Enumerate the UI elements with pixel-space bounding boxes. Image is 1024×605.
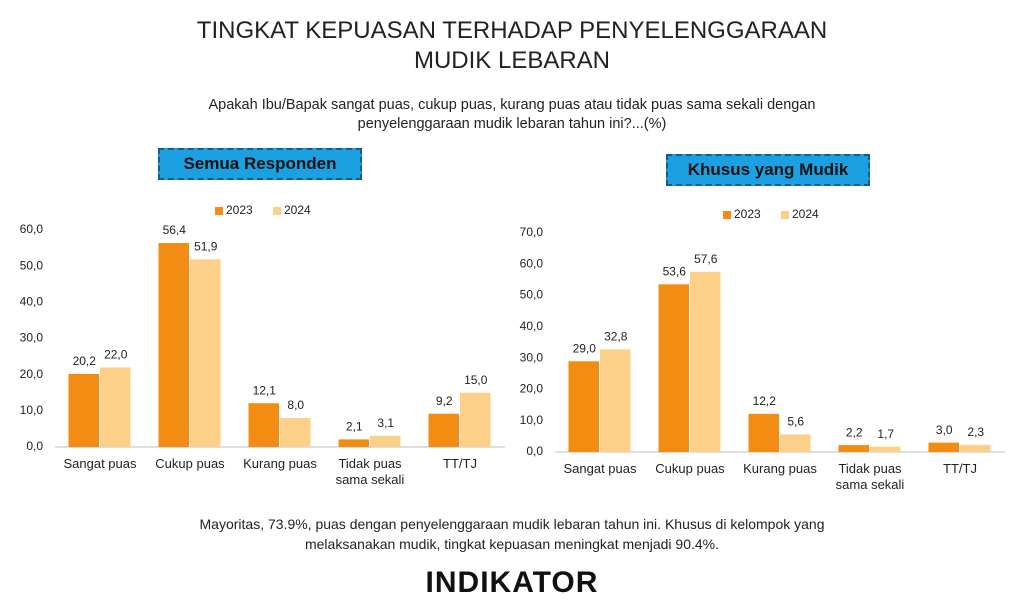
y-tick-label: 10,0 <box>20 403 44 417</box>
legend-label: 2023 <box>226 203 253 217</box>
bar <box>248 403 279 447</box>
value-label: 56,4 <box>163 223 187 237</box>
value-label: 2,2 <box>846 425 863 439</box>
bar <box>190 259 221 447</box>
bar <box>68 373 99 447</box>
value-label: 8,0 <box>287 398 304 412</box>
value-label: 3,0 <box>936 423 953 437</box>
legend-label: 2024 <box>284 203 311 217</box>
x-tick-label: Tidak puas sama sekali <box>335 456 405 487</box>
bar <box>960 444 991 452</box>
bar <box>100 367 131 447</box>
y-tick-label: 40,0 <box>520 319 544 333</box>
bar <box>600 349 631 452</box>
bar <box>158 243 189 447</box>
slide-title: TINGKAT KEPUASAN TERHADAP PENYELENGGARAA… <box>196 17 828 74</box>
value-label: 29,0 <box>573 341 597 355</box>
value-label: 32,8 <box>604 330 628 344</box>
legend-swatch <box>723 211 731 219</box>
value-label: 15,0 <box>464 373 488 387</box>
chart-title: Khusus yang Mudik <box>666 154 870 186</box>
bar <box>338 439 369 447</box>
y-tick-label: 20,0 <box>520 382 544 396</box>
y-tick-label: 10,0 <box>520 413 544 427</box>
y-tick-label: 50,0 <box>520 288 544 302</box>
bar <box>870 446 901 452</box>
y-tick-label: 20,0 <box>20 367 44 381</box>
y-tick-label: 50,0 <box>20 258 44 272</box>
value-label: 22,0 <box>104 348 128 362</box>
bar <box>280 418 311 447</box>
value-label: 57,6 <box>694 252 718 266</box>
x-tick-label: Sangat puas <box>63 456 137 471</box>
legend-swatch <box>273 207 281 215</box>
value-label: 12,1 <box>253 383 277 397</box>
value-label: 3,1 <box>377 416 394 430</box>
chart-title: Semua Responden <box>158 148 362 180</box>
value-label: 2,1 <box>346 420 363 434</box>
y-tick-label: 40,0 <box>20 295 44 309</box>
value-label: 1,7 <box>877 427 894 441</box>
x-tick-label: Cukup puas <box>155 456 225 471</box>
value-label: 12,2 <box>753 394 777 408</box>
value-label: 5,6 <box>787 415 804 429</box>
y-tick-label: 30,0 <box>520 350 544 364</box>
bar <box>568 361 599 452</box>
legend-swatch <box>215 207 223 215</box>
y-tick-label: 60,0 <box>20 222 44 236</box>
question: Apakah Ibu/Bapak sangat puas, cukup puas… <box>208 97 816 132</box>
y-tick-label: 0,0 <box>526 444 543 458</box>
bar <box>780 434 811 452</box>
value-label: 20,2 <box>73 354 97 368</box>
x-tick-label: Sangat puas <box>563 461 637 476</box>
y-tick-label: 0,0 <box>26 439 43 453</box>
legend-label: 2024 <box>792 207 819 221</box>
x-tick-label: Cukup puas <box>655 461 725 476</box>
y-tick-label: 70,0 <box>520 225 544 239</box>
bar <box>428 413 459 447</box>
bar <box>690 271 721 452</box>
y-tick-label: 30,0 <box>20 331 44 345</box>
value-label: 9,2 <box>436 394 453 408</box>
value-label: 51,9 <box>194 239 218 253</box>
x-tick-label: Tidak puas sama sekali <box>835 461 905 492</box>
value-label: 2,3 <box>967 425 984 439</box>
x-tick-label: Kurang puas <box>243 456 317 471</box>
x-tick-label: TT/TJ <box>443 456 477 471</box>
legend-label: 2023 <box>734 207 761 221</box>
x-tick-label: TT/TJ <box>943 461 977 476</box>
bar <box>748 413 779 452</box>
summary-note: Mayoritas, 73.9%, puas dengan penyelengg… <box>199 516 825 552</box>
value-label: 53,6 <box>663 264 687 278</box>
y-tick-label: 60,0 <box>520 256 544 270</box>
logo: INDIKATOR <box>425 566 599 599</box>
bar <box>928 442 959 452</box>
legend-swatch <box>781 211 789 219</box>
x-tick-label: Kurang puas <box>743 461 817 476</box>
bar <box>838 445 869 452</box>
bar <box>370 435 401 447</box>
bar <box>658 284 689 452</box>
bar <box>460 392 491 447</box>
